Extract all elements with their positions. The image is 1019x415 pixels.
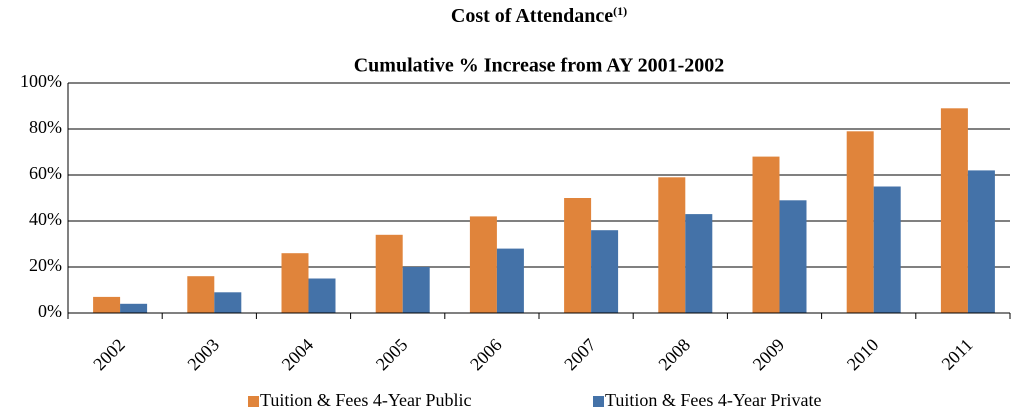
bar (469, 216, 497, 313)
x-tick-label: 2007 (560, 335, 600, 375)
bar (564, 198, 592, 313)
x-tick-label: 2006 (466, 335, 506, 375)
legend-swatch (593, 396, 604, 407)
x-tick-label: 2008 (654, 335, 694, 375)
bar (120, 303, 148, 313)
y-tick-label: 80% (29, 117, 62, 137)
x-tick-label: 2005 (372, 335, 412, 375)
bar (685, 214, 713, 313)
y-tick-label: 0% (38, 301, 62, 321)
bar (93, 296, 121, 313)
bar (402, 267, 430, 313)
bar (281, 253, 309, 313)
y-tick-label: 60% (29, 163, 62, 183)
x-tick-label: 2002 (89, 335, 129, 375)
bar (496, 248, 524, 313)
legend-swatch (248, 396, 259, 407)
chart-title-group: Cost of Attendance(1) (451, 4, 627, 27)
bar (375, 234, 403, 313)
x-tick-label: 2010 (843, 335, 883, 375)
bar (967, 170, 995, 313)
x-tick-label: 2009 (749, 335, 789, 375)
bar (940, 108, 968, 313)
bar (873, 186, 901, 313)
y-tick-label: 40% (29, 209, 62, 229)
x-tick-label: 2011 (938, 335, 977, 374)
chart-subtitle: Cumulative % Increase from AY 2001-2002 (354, 55, 725, 77)
legend-label: Tuition & Fees 4-Year Private (605, 390, 822, 410)
bar (779, 200, 807, 313)
x-tick-label: 2003 (183, 335, 223, 375)
y-tick-label: 100% (20, 71, 62, 91)
legend-label: Tuition & Fees 4-Year Public (260, 390, 472, 410)
chart-title: Cost of Attendance (451, 5, 613, 27)
title-note: (1) (613, 4, 627, 18)
bar (214, 292, 242, 313)
bar (846, 131, 874, 313)
bar (752, 156, 780, 313)
bar (658, 177, 686, 313)
bar (591, 230, 619, 313)
bar (308, 278, 336, 313)
y-tick-label: 20% (29, 255, 62, 275)
bar (187, 276, 215, 313)
x-tick-label: 2004 (278, 335, 318, 375)
